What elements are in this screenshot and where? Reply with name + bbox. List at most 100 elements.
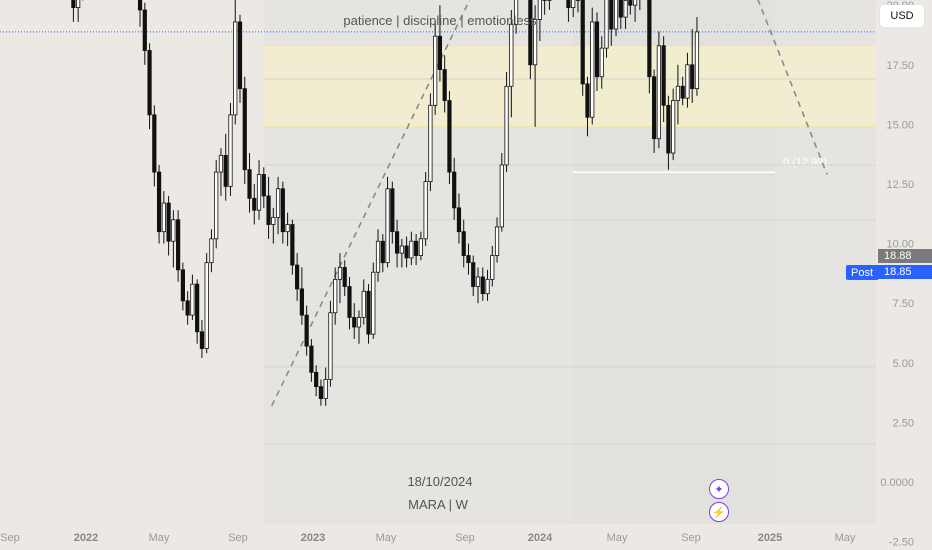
candle-body[interactable] bbox=[481, 277, 484, 294]
candle-body[interactable] bbox=[648, 0, 651, 77]
candle-body[interactable] bbox=[572, 0, 575, 8]
candle-body[interactable] bbox=[243, 89, 246, 170]
candle-body[interactable] bbox=[476, 277, 479, 287]
candle-body[interactable] bbox=[467, 256, 470, 263]
candle-body[interactable] bbox=[491, 256, 494, 280]
candle-body[interactable] bbox=[676, 86, 679, 100]
candle-body[interactable] bbox=[348, 287, 351, 318]
candle-body[interactable] bbox=[210, 239, 213, 263]
candle-body[interactable] bbox=[629, 0, 632, 5]
candle-body[interactable] bbox=[462, 232, 465, 256]
candle-body[interactable] bbox=[472, 263, 475, 287]
candle-body[interactable] bbox=[671, 101, 674, 153]
candle-body[interactable] bbox=[586, 84, 589, 117]
candle-body[interactable] bbox=[153, 115, 156, 172]
candle-body[interactable] bbox=[367, 291, 370, 334]
candle-body[interactable] bbox=[257, 174, 260, 210]
currency-button[interactable]: USD bbox=[880, 5, 924, 27]
sparkle-icon[interactable]: ✦ bbox=[709, 479, 729, 499]
candle-body[interactable] bbox=[138, 0, 141, 10]
candle-body[interactable] bbox=[610, 0, 613, 29]
candle-body[interactable] bbox=[652, 77, 655, 139]
candle-body[interactable] bbox=[457, 208, 460, 232]
candle-body[interactable] bbox=[372, 272, 375, 334]
candle-body[interactable] bbox=[319, 387, 322, 399]
candle-body[interactable] bbox=[219, 155, 222, 172]
candle-body[interactable] bbox=[334, 279, 337, 312]
candle-body[interactable] bbox=[286, 225, 289, 232]
candle-body[interactable] bbox=[172, 220, 175, 241]
candle-body[interactable] bbox=[338, 267, 341, 279]
candle-body[interactable] bbox=[662, 46, 665, 106]
candle-body[interactable] bbox=[324, 379, 327, 398]
candle-body[interactable] bbox=[272, 217, 275, 224]
candle-body[interactable] bbox=[410, 241, 413, 258]
candle-body[interactable] bbox=[386, 189, 389, 263]
candle-body[interactable] bbox=[224, 155, 227, 186]
candle-body[interactable] bbox=[395, 232, 398, 253]
support-zone[interactable] bbox=[264, 46, 876, 127]
candle-body[interactable] bbox=[186, 301, 189, 315]
candle-body[interactable] bbox=[157, 172, 160, 232]
candle-body[interactable] bbox=[167, 203, 170, 241]
candle-body[interactable] bbox=[276, 189, 279, 218]
candle-body[interactable] bbox=[357, 318, 360, 328]
candle-body[interactable] bbox=[376, 241, 379, 272]
candle-body[interactable] bbox=[181, 270, 184, 301]
candle-body[interactable] bbox=[72, 0, 75, 8]
candle-body[interactable] bbox=[419, 239, 422, 256]
candle-body[interactable] bbox=[76, 0, 79, 8]
candle-body[interactable] bbox=[295, 265, 298, 289]
candle-body[interactable] bbox=[695, 32, 698, 89]
candle-body[interactable] bbox=[595, 22, 598, 77]
candle-body[interactable] bbox=[495, 227, 498, 256]
candle-body[interactable] bbox=[381, 241, 384, 262]
candle-body[interactable] bbox=[567, 0, 570, 8]
candle-body[interactable] bbox=[310, 346, 313, 372]
candle-body[interactable] bbox=[362, 291, 365, 317]
candle-body[interactable] bbox=[200, 332, 203, 349]
candle-body[interactable] bbox=[686, 65, 689, 98]
candle-body[interactable] bbox=[191, 284, 194, 315]
candle-body[interactable] bbox=[538, 0, 541, 20]
candle-body[interactable] bbox=[619, 0, 622, 17]
candle-body[interactable] bbox=[253, 198, 256, 210]
candle-body[interactable] bbox=[281, 189, 284, 232]
candle-body[interactable] bbox=[314, 372, 317, 386]
candle-body[interactable] bbox=[624, 0, 627, 17]
candle-body[interactable] bbox=[238, 22, 241, 89]
candle-body[interactable] bbox=[176, 220, 179, 270]
candle-body[interactable] bbox=[400, 246, 403, 253]
candle-body[interactable] bbox=[691, 65, 694, 89]
candle-body[interactable] bbox=[262, 174, 265, 195]
candle-body[interactable] bbox=[424, 182, 427, 239]
candle-body[interactable] bbox=[448, 101, 451, 173]
candle-body[interactable] bbox=[667, 105, 670, 153]
candle-body[interactable] bbox=[195, 284, 198, 332]
candle-body[interactable] bbox=[143, 10, 146, 51]
candle-body[interactable] bbox=[529, 0, 532, 65]
candle-body[interactable] bbox=[433, 36, 436, 105]
candle-body[interactable] bbox=[605, 0, 608, 48]
candle-body[interactable] bbox=[510, 24, 513, 86]
candle-body[interactable] bbox=[429, 105, 432, 181]
candle-body[interactable] bbox=[343, 267, 346, 286]
candle-body[interactable] bbox=[248, 170, 251, 199]
candle-body[interactable] bbox=[614, 0, 617, 29]
candle-body[interactable] bbox=[353, 318, 356, 328]
candle-body[interactable] bbox=[267, 196, 270, 225]
candle-body[interactable] bbox=[148, 50, 151, 114]
candle-body[interactable] bbox=[300, 289, 303, 315]
candle-body[interactable] bbox=[591, 22, 594, 117]
candle-body[interactable] bbox=[305, 315, 308, 346]
candle-body[interactable] bbox=[329, 313, 332, 380]
lightning-icon[interactable]: ⚡ bbox=[709, 502, 729, 522]
candle-body[interactable] bbox=[657, 46, 660, 139]
candle-body[interactable] bbox=[291, 225, 294, 266]
candle-body[interactable] bbox=[162, 203, 165, 232]
candle-body[interactable] bbox=[391, 189, 394, 232]
candle-body[interactable] bbox=[581, 0, 584, 83]
candle-body[interactable] bbox=[681, 86, 684, 98]
